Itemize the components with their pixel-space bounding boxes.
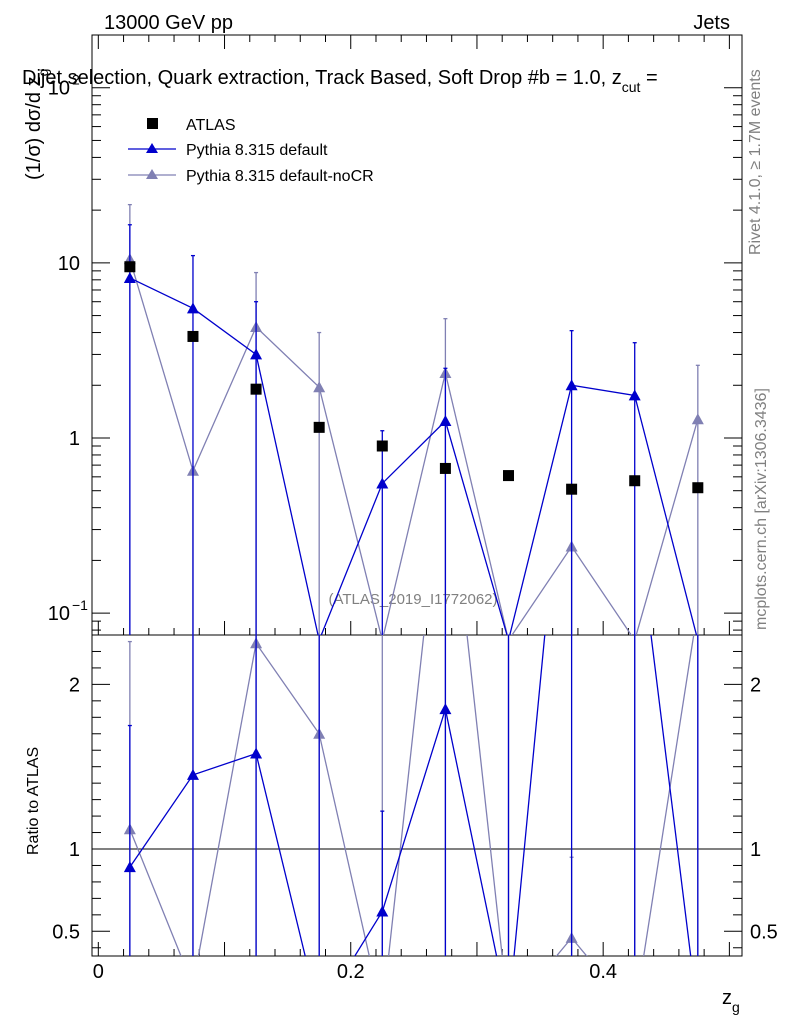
legend-marker-atlas [147,118,158,129]
ratio-plot-area [92,635,742,956]
ratio-axis-title: Ratio to ATLAS [25,747,42,855]
data-point-atlas [313,421,325,433]
legend-marker-nocr [146,169,158,179]
header-jets: Jets [693,12,730,34]
data-point-atlas [629,475,641,487]
x-tick-label: 0.2 [337,961,365,983]
ratio-tick-label-left: 2 [69,674,80,696]
data-point-default [439,415,452,427]
y-axis-title-main: (1/σ) dσ/d z [23,76,45,180]
ratio-tick-label-left: 0.5 [52,921,80,943]
x-tick-label: 0.4 [589,961,617,983]
series-line-nocr [129,258,699,635]
data-point-atlas [187,330,199,342]
ratio-point-default [376,905,389,917]
data-point-default [250,348,263,360]
ratio-line-nocr [129,635,695,956]
data-point-atlas [692,482,704,494]
plot-title-tail: = [640,67,657,89]
data-point-default [628,389,641,401]
y-tick-exponent: −1 [72,597,88,613]
ratio-point-default [439,703,452,715]
ratio-tick-label-right: 0.5 [750,921,778,943]
data-point-atlas [566,483,578,495]
y-tick-label: 10 [58,253,80,275]
x-tick-label: 0 [93,961,104,983]
data-point-default [697,634,699,635]
mcplots-label: mcplots.cern.ch [arXiv:1306.3436] [753,388,770,630]
legend-label-default: Pythia 8.315 default [186,142,328,159]
legend-marker-default [146,143,158,153]
data-point-atlas [124,261,136,273]
ratio-tick-label-left: 1 [69,839,80,861]
plot-title: Dijet selection, Quark extraction, Track… [22,67,658,95]
plot-title-main: Dijet selection, Quark extraction, Track… [22,67,622,89]
axis-ticks [92,34,742,956]
ratio-tick-label-right: 1 [750,839,761,861]
data-point-atlas [376,440,388,452]
data-point-atlas [439,462,451,474]
x-axis-title: zg [722,987,740,1015]
legend-label-nocr: Pythia 8.315 default-noCR [186,168,374,185]
ratio-line-default [129,635,692,956]
data-point-default [318,634,320,635]
ratio-tick-label-right: 2 [750,674,761,696]
y-tick-label: 1 [69,428,80,450]
plot-title-sub: cut [622,79,641,95]
main-plot-area [123,203,704,635]
x-axis-title-main: z [722,987,732,1009]
x-axis-title-sub: g [732,999,740,1015]
header-energy: 13000 GeV pp [104,12,233,34]
y-axis-title: (1/σ) dσ/d zg [23,69,51,180]
y-tick-label: 10 [48,603,70,625]
data-point-default [186,302,199,314]
data-point-default [376,477,389,489]
rivet-label: Rivet 4.1.0, ≥ 1.7M events [747,69,764,255]
y-axis-title-sub: g [35,69,51,77]
data-point-default [508,634,509,635]
data-point-atlas [250,383,262,395]
data-point-default [123,271,136,283]
series-line-default [129,277,698,635]
ratio-frame [91,634,743,957]
data-point-atlas [503,470,515,482]
data-point-nocr [691,413,704,425]
watermark: (ATLAS_2019_I1772062) [328,591,497,608]
data-point-default [565,379,578,391]
legend-label-atlas: ATLAS [186,117,236,134]
y-tick-exponent: 2 [72,72,80,88]
ratio-point-default [186,768,199,780]
y-tick-label: 10 [48,78,70,100]
legend: ATLAS Pythia 8.315 default Pythia 8.315 … [128,117,374,185]
data-point-nocr [313,381,326,393]
ratio-point-default [250,747,263,759]
ratio-point-default [123,861,136,873]
